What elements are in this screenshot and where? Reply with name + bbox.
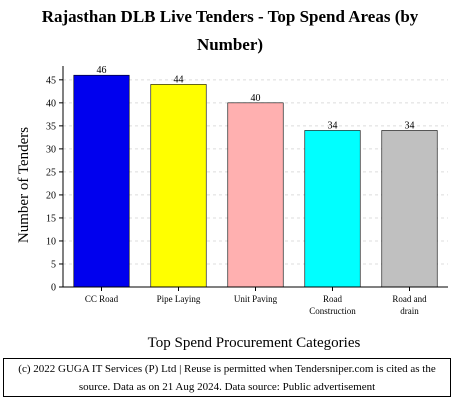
y-tick-label: 30	[46, 144, 56, 155]
bar-value-label: 34	[405, 120, 415, 131]
x-category-label: CC Road	[85, 294, 119, 304]
y-tick-label: 35	[46, 121, 56, 132]
bars: 46 44 40 34 34	[73, 65, 438, 288]
copyright-footer: (c) 2022 GUGA IT Services (P) Ltd | Reus…	[3, 358, 451, 397]
chart-title-line-1: Rajasthan DLB Live Tenders - Top Spend A…	[42, 7, 419, 26]
chart-title-line-2: Number)	[197, 35, 263, 54]
bar-value-label: 40	[251, 93, 261, 104]
x-category-label: Road and	[392, 294, 427, 304]
x-category-label: Pipe Laying	[157, 294, 201, 304]
bar	[227, 102, 284, 288]
footer-line-1: (c) 2022 GUGA IT Services (P) Ltd | Reus…	[18, 363, 436, 375]
bar	[150, 84, 207, 288]
y-axis-title: Number of Tenders	[16, 127, 32, 243]
x-category-label: Unit Paving	[234, 294, 278, 304]
bar-value-label: 34	[328, 120, 338, 131]
y-tick-label: 20	[46, 190, 56, 201]
footer-line-2: source. Data as on 21 Aug 2024. Data sou…	[78, 381, 376, 393]
bar-value-label: 44	[174, 74, 184, 85]
x-category-label: Construction	[309, 306, 356, 316]
bar-chart: Rajasthan DLB Live Tenders - Top Spend A…	[16, 7, 448, 351]
bar	[304, 130, 361, 288]
y-tick-label: 40	[46, 98, 56, 109]
x-axis-categories: CC Road Pipe Laying Unit Paving Road Constru…	[85, 287, 427, 316]
y-tick-label: 5	[51, 259, 56, 270]
y-tick-label: 15	[46, 213, 56, 224]
y-tick-label: 10	[46, 236, 56, 247]
y-tick-label: 25	[46, 167, 56, 178]
x-category-label: drain	[400, 306, 419, 316]
x-axis-title: Top Spend Procurement Categories	[148, 335, 361, 351]
x-category-label: Road	[323, 294, 342, 304]
y-tick-label: 45	[46, 75, 56, 86]
bar-value-label: 46	[97, 65, 107, 76]
y-tick-label: 0	[51, 283, 56, 294]
bar	[381, 130, 438, 288]
y-axis-ticks: 0 5 10 15 20 25 30 35 40 45	[46, 75, 63, 294]
bar	[73, 74, 130, 288]
